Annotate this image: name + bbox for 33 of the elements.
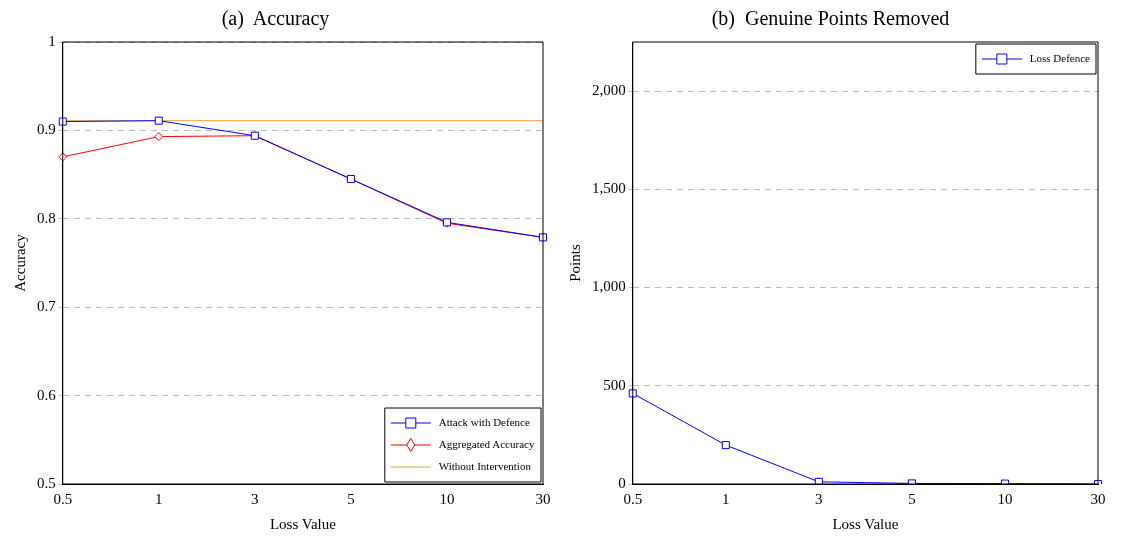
- x-tick-label: 1: [155, 490, 163, 507]
- y-tick-label: 0.5: [37, 474, 56, 491]
- x-tick-label: 5: [347, 490, 355, 507]
- y-axis-title: Points: [566, 244, 583, 282]
- x-tick-label: 5: [908, 490, 916, 507]
- legend-label: Loss Defence: [1029, 51, 1091, 64]
- x-tick-label: 30: [535, 490, 551, 507]
- legend-label: Without Intervention: [438, 459, 532, 472]
- legend-label: Attack with Defence: [438, 415, 530, 428]
- x-axis-title: Loss Value: [269, 515, 337, 532]
- x-tick-label: 0.5: [623, 490, 643, 507]
- y-tick-label: 2,000: [592, 82, 626, 99]
- y-tick-label: 1: [48, 32, 56, 49]
- y-tick-label: 500: [603, 376, 626, 393]
- chart-title: (a) Accuracy: [221, 7, 330, 31]
- chart-title: (b) Genuine Points Removed: [711, 7, 950, 31]
- y-tick-label: 0.9: [37, 121, 56, 138]
- x-tick-label: 10: [439, 490, 455, 507]
- x-tick-label: 0.5: [53, 490, 73, 507]
- x-tick-label: 1: [722, 490, 730, 507]
- legend-label: Aggregated Accuracy: [438, 437, 535, 450]
- y-axis-title: Accuracy: [11, 233, 28, 292]
- y-tick-label: 0: [618, 474, 626, 491]
- x-tick-label: 3: [251, 490, 259, 507]
- y-tick-label: 0.6: [37, 386, 57, 403]
- y-tick-label: 0.7: [37, 298, 57, 315]
- x-tick-label: 3: [815, 490, 823, 507]
- x-tick-label: 10: [997, 490, 1013, 507]
- y-tick-label: 0.8: [37, 209, 56, 226]
- x-axis-title: Loss Value: [832, 515, 899, 532]
- y-tick-label: 1,500: [592, 180, 626, 197]
- y-tick-label: 1,000: [592, 278, 626, 295]
- x-tick-label: 30: [1090, 490, 1106, 507]
